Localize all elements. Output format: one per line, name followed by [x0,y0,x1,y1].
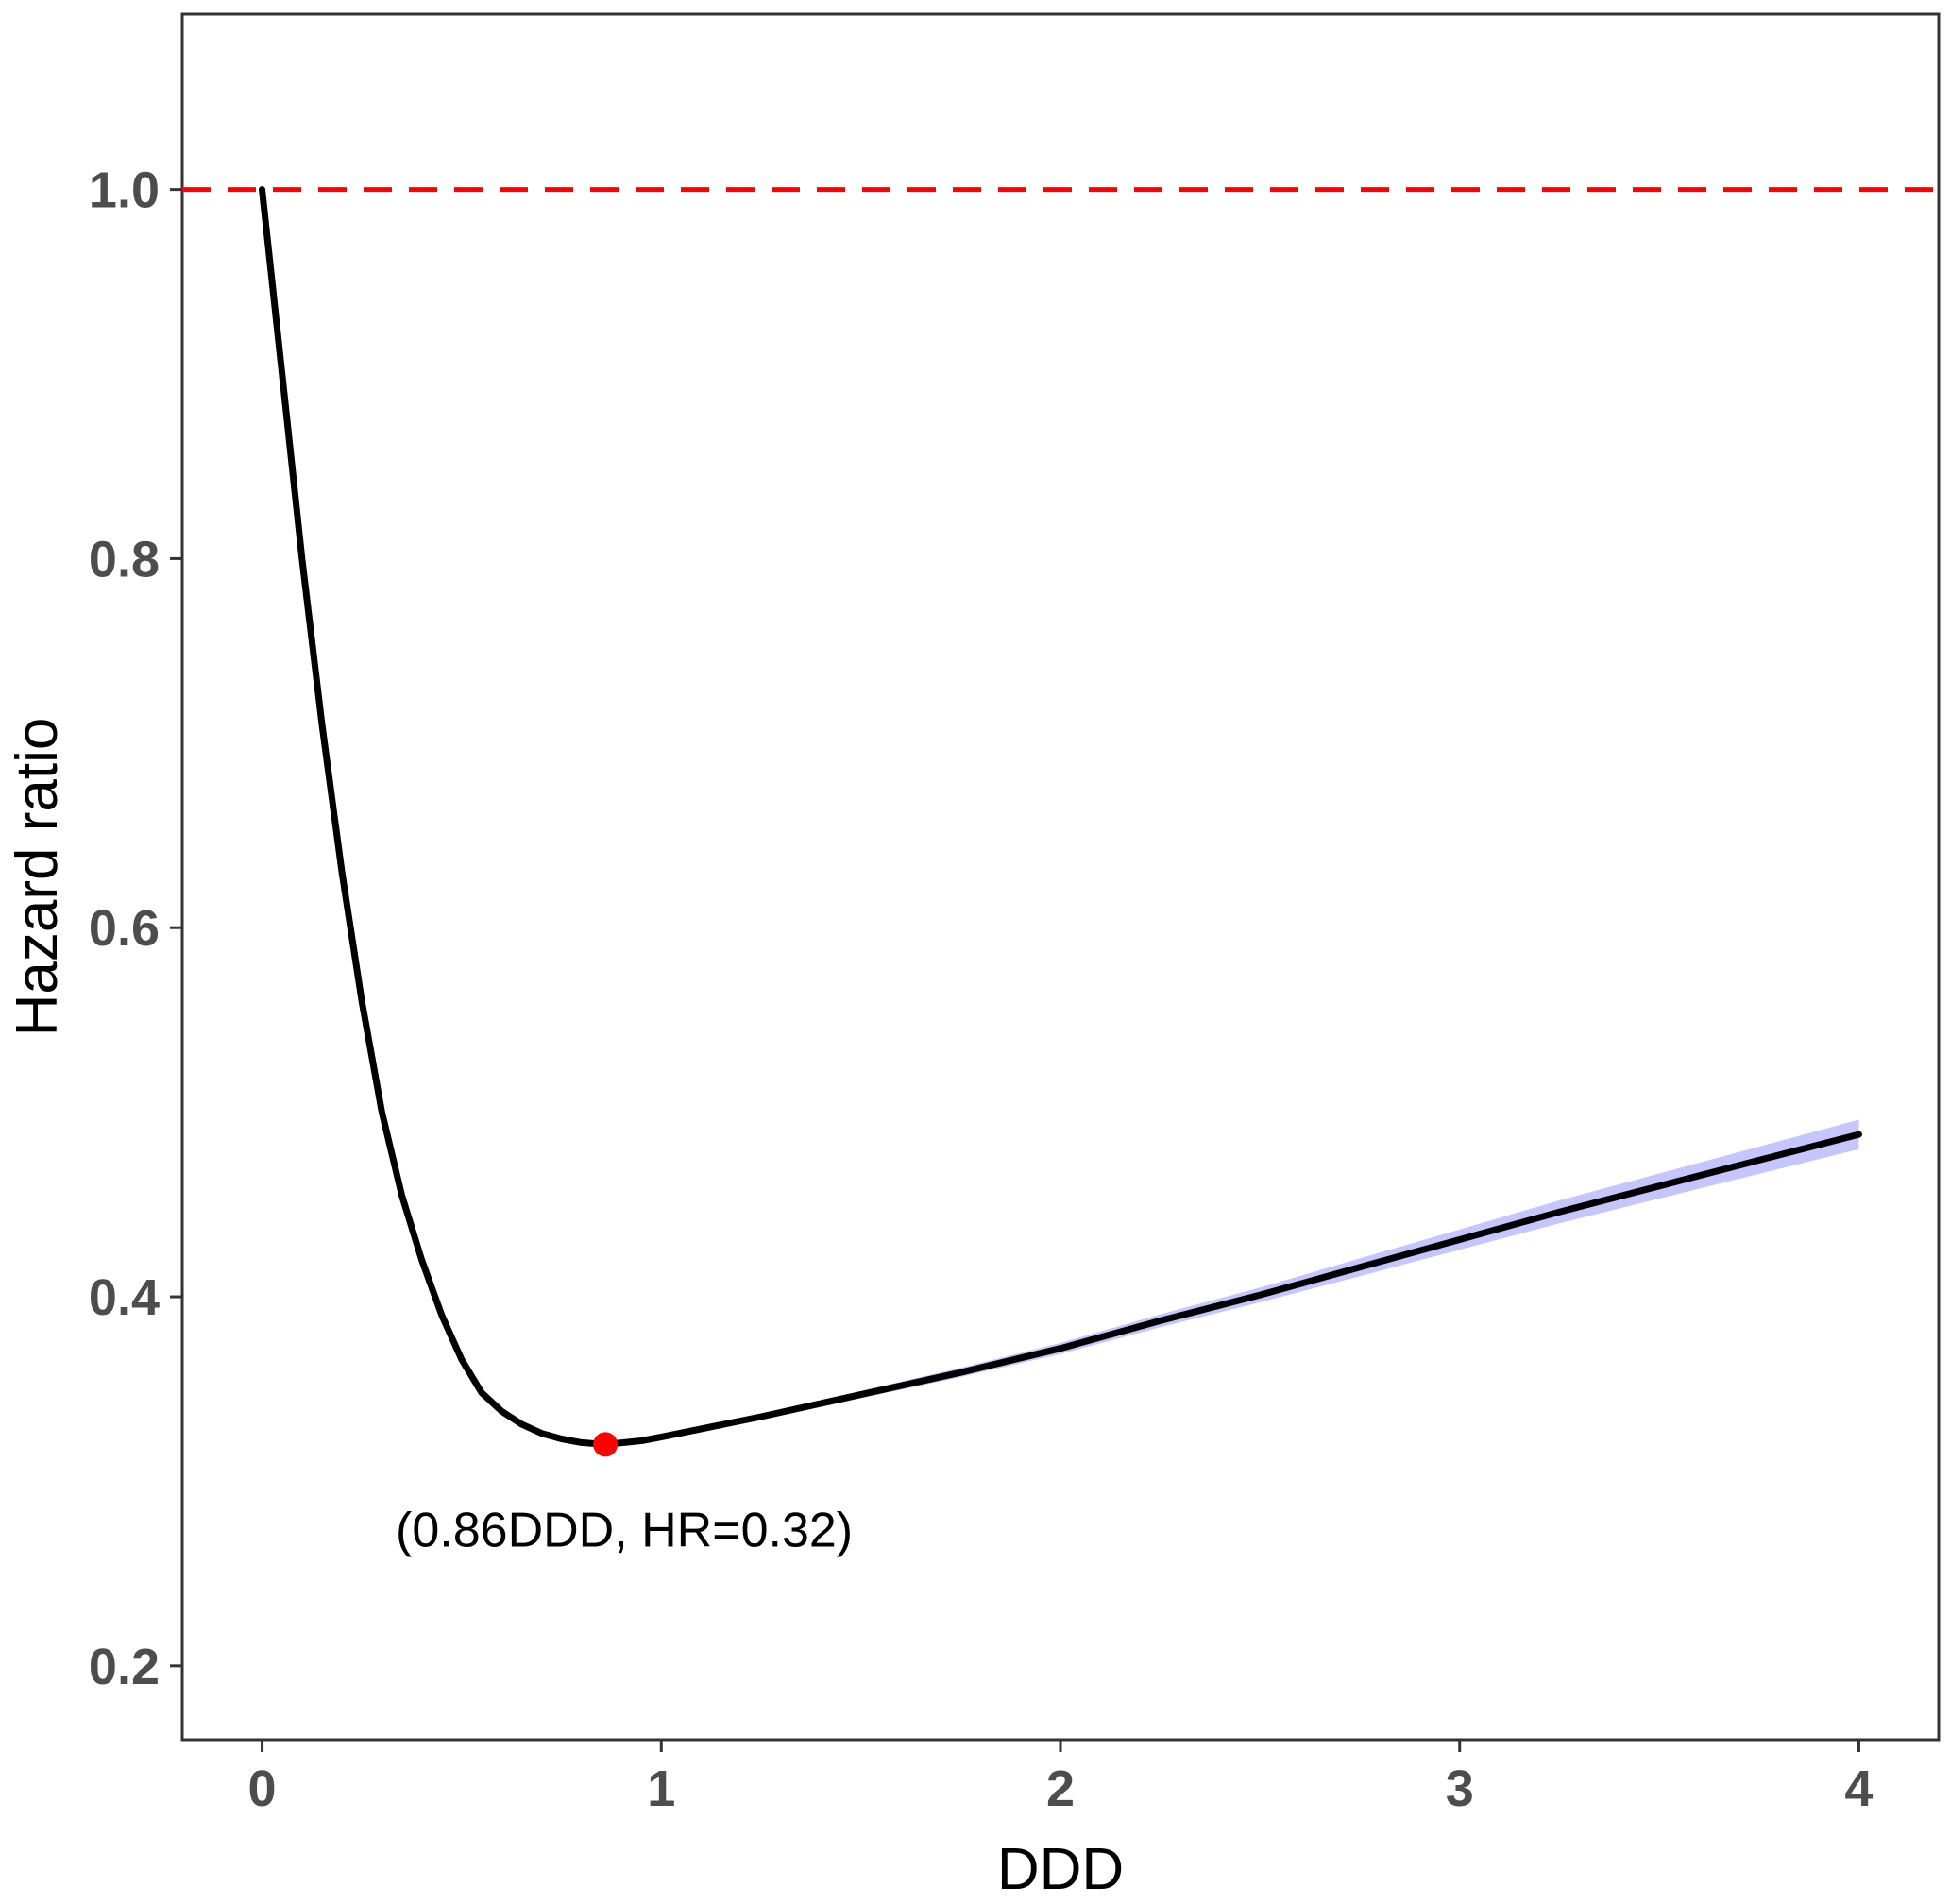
y-axis-title: Hazard ratio [5,718,70,1037]
curve-point [1059,1346,1062,1351]
minimum-hr-annotation: (0.86DDD, HR=0.32) [396,1503,853,1557]
curve-point [539,1431,544,1436]
curve-point [1358,1265,1362,1269]
curve-point [360,999,365,1004]
curve-point [1857,1132,1861,1137]
curve-point [439,1313,444,1318]
curve-point [559,1436,564,1441]
hazard-ratio-curve-0 [259,186,1862,1448]
x-axis-title: DDD [997,1837,1124,1902]
curve-point [1158,1318,1162,1323]
curve-point [299,556,304,561]
curve-point [958,1370,963,1375]
y-tick-label: 0.2 [89,1639,160,1695]
curve-point [500,1409,504,1414]
curve-point [480,1390,483,1395]
x-tick-label: 0 [248,1760,277,1817]
curve-point [759,1415,763,1419]
y-axis: 0.2 0.4 0.6 0.8 1.0 [89,162,182,1695]
x-axis: 0 1 2 3 4 [248,1740,1873,1817]
y-tick-label: 0.8 [89,531,160,587]
y-tick-label: 0.4 [89,1269,160,1326]
curve-point [1756,1158,1761,1163]
curve-point [659,1435,664,1439]
curve-point [380,1110,384,1114]
series-layer [259,186,1862,1448]
x-tick-label: 1 [647,1760,675,1817]
curve-point [1657,1183,1662,1188]
curve-point [419,1258,424,1262]
curve-point [320,722,324,727]
curve-point [260,187,264,192]
curve-point [579,1440,584,1445]
y-tick-label: 1.0 [89,162,160,219]
x-tick-label: 2 [1046,1760,1075,1817]
curve-point [459,1357,464,1362]
x-tick-label: 3 [1446,1760,1474,1817]
curve-point [1457,1237,1462,1242]
curve-point [1557,1210,1562,1215]
curve-point [399,1193,404,1198]
curve-point [519,1421,524,1426]
minimum-hr-point [593,1432,619,1457]
curve-point [858,1392,863,1397]
x-tick-label: 4 [1844,1760,1873,1817]
y-tick-label: 0.6 [89,900,160,957]
curve-point [340,870,345,875]
plot-panel [180,12,1941,1742]
curve-point [639,1438,644,1443]
curve-point [1258,1293,1263,1298]
curve-point [280,372,284,376]
